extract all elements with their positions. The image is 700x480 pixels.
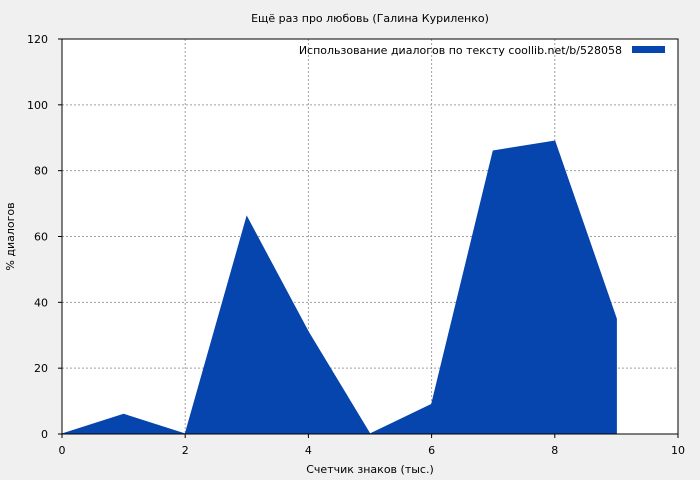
y-tick-label: 0	[41, 428, 48, 441]
x-tick-label: 4	[305, 444, 312, 457]
y-tick-label: 80	[34, 165, 48, 178]
x-tick-label: 6	[428, 444, 435, 457]
y-tick-label: 20	[34, 362, 48, 375]
chart-title: Ещё раз про любовь (Галина Куриленко)	[251, 12, 489, 25]
x-tick-label: 10	[671, 444, 685, 457]
legend-swatch	[632, 46, 665, 53]
x-tick-label: 2	[182, 444, 189, 457]
x-axis-label: Счетчик знаков (тыс.)	[306, 463, 434, 476]
y-tick-label: 40	[34, 296, 48, 309]
x-tick-label: 0	[59, 444, 66, 457]
y-tick-label: 120	[27, 33, 48, 46]
legend-label: Использование диалогов по тексту coollib…	[299, 44, 622, 57]
x-tick-label: 8	[551, 444, 558, 457]
y-axis-label: % диалогов	[4, 202, 17, 270]
area-series	[61, 140, 617, 435]
y-tick-label: 100	[27, 99, 48, 112]
y-tick-label: 60	[34, 231, 48, 244]
